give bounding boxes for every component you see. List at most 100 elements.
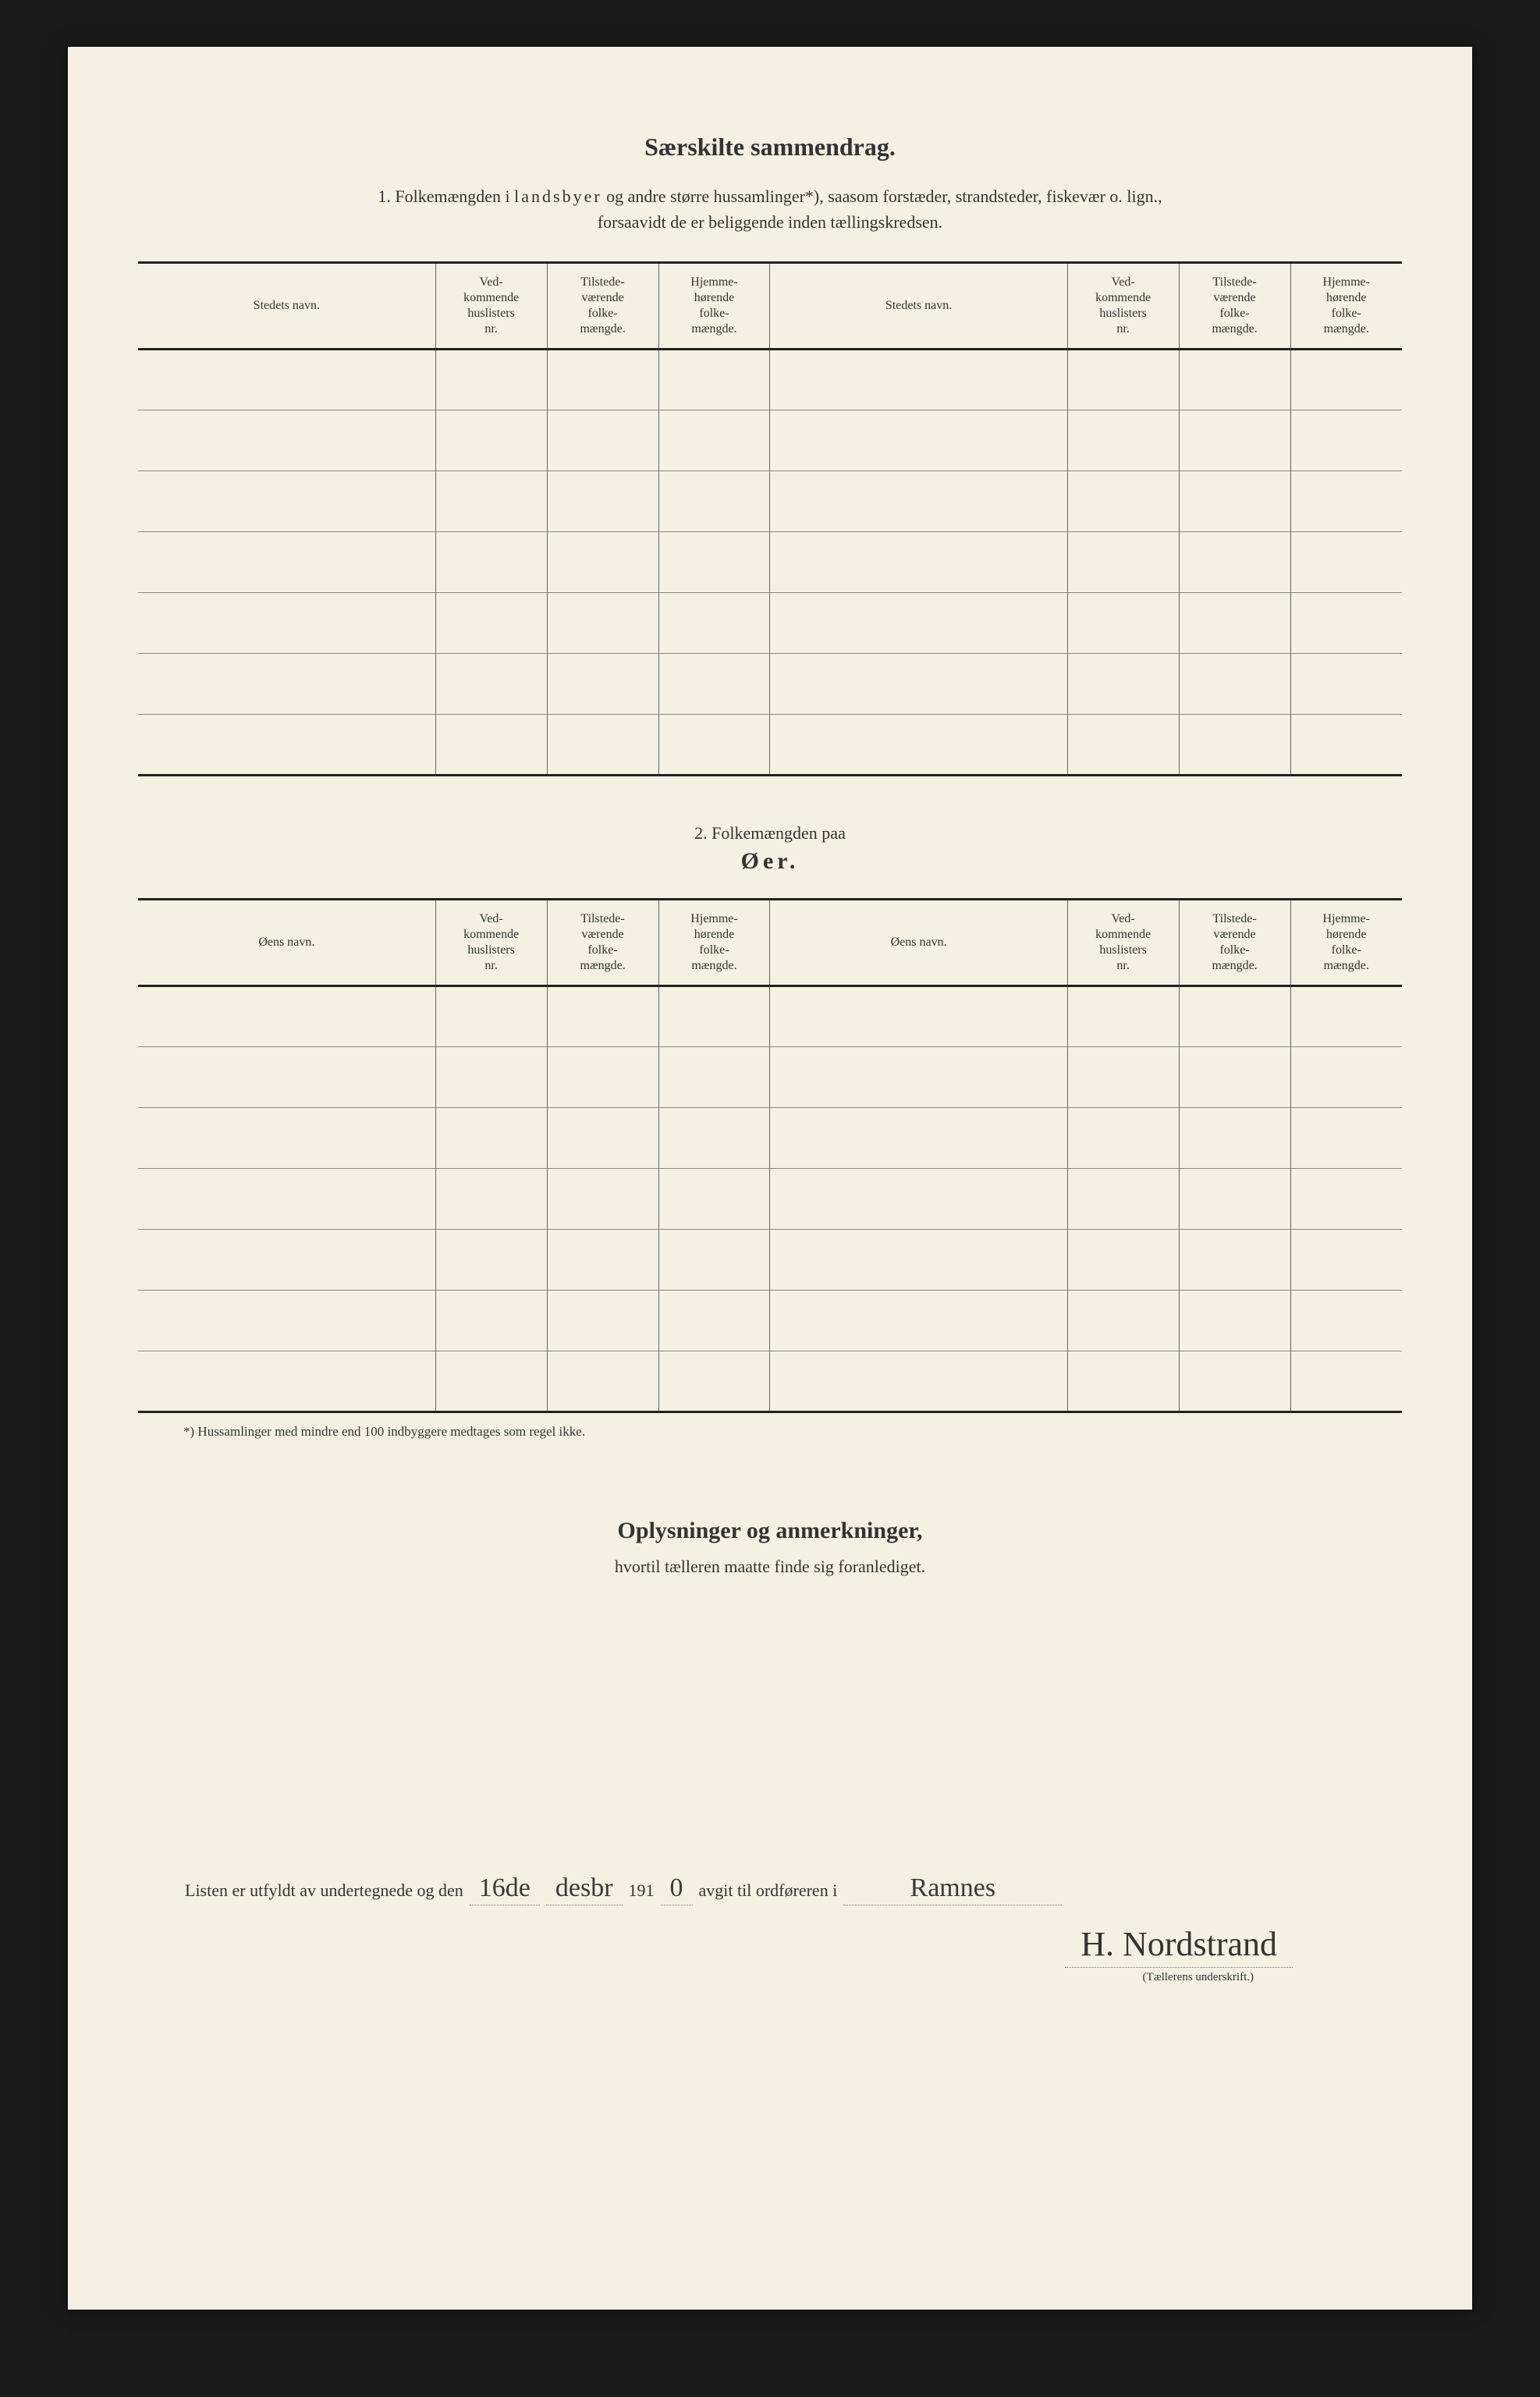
th2-name-right: Øens navn. <box>770 900 1067 986</box>
table-cell <box>1067 1108 1179 1169</box>
table-cell <box>1290 593 1402 654</box>
main-title: Særskilte sammendrag. <box>138 133 1402 162</box>
sig-place: Ramnes <box>843 1873 1062 1905</box>
table-cell <box>1179 350 1290 410</box>
table-cell <box>1067 654 1179 715</box>
section2-label: 2. Folkemængden paa <box>138 823 1402 843</box>
table-cell <box>1179 1108 1290 1169</box>
table-cell <box>1179 715 1290 776</box>
table-cell <box>658 532 770 593</box>
table-cell <box>435 532 547 593</box>
th2-tilstede-left: Tilstede-værendefolke-mængde. <box>547 900 658 986</box>
table-cell <box>658 1291 770 1351</box>
table-cell <box>770 1291 1067 1351</box>
table-cell <box>138 532 435 593</box>
table-cell <box>138 1351 435 1412</box>
signature-line: Listen er utfyldt av undertegnede og den… <box>185 1873 1402 1905</box>
table-cell <box>547 410 658 471</box>
table-cell <box>1179 532 1290 593</box>
table-cell <box>547 471 658 532</box>
table-cell <box>1290 1169 1402 1230</box>
table-cell <box>1179 1351 1290 1412</box>
table-cell <box>547 1291 658 1351</box>
table-cell <box>1290 1351 1402 1412</box>
table-cell <box>1179 410 1290 471</box>
table-cell <box>435 593 547 654</box>
table-row <box>138 410 1402 471</box>
table-cell <box>770 471 1067 532</box>
table-cell <box>138 350 435 410</box>
table-cell <box>1290 715 1402 776</box>
sig-month: desbr <box>546 1873 623 1905</box>
table-cell <box>658 1351 770 1412</box>
table-cell <box>658 471 770 532</box>
signature-caption: (Tællerens underskrift.) <box>138 1971 1293 1984</box>
table-cell <box>138 593 435 654</box>
table-cell <box>1179 1230 1290 1291</box>
intro-prefix: 1. Folkemængden i <box>378 186 514 206</box>
table-row <box>138 1169 1402 1230</box>
table-cell <box>547 654 658 715</box>
table-cell <box>435 986 547 1047</box>
table-cell <box>770 1108 1067 1169</box>
section1-intro: 1. Folkemængden i landsbyer og andre stø… <box>138 183 1402 235</box>
table-row <box>138 986 1402 1047</box>
table-row <box>138 654 1402 715</box>
table-cell <box>138 410 435 471</box>
table-cell <box>138 1230 435 1291</box>
table-cell <box>1067 1291 1179 1351</box>
th-hjemme-left: Hjemme-hørendefolke-mængde. <box>658 263 770 350</box>
table-cell <box>547 532 658 593</box>
th2-tilstede-right: Tilstede-værendefolke-mængde. <box>1179 900 1290 986</box>
table-cell <box>770 1047 1067 1108</box>
table-cell <box>435 1351 547 1412</box>
table-cell <box>1179 593 1290 654</box>
table-cell <box>138 1169 435 1230</box>
table-cell <box>658 1169 770 1230</box>
table-cell <box>770 1230 1067 1291</box>
th2-name-left: Øens navn. <box>138 900 435 986</box>
table-cell <box>138 1291 435 1351</box>
table-cell <box>435 350 547 410</box>
table-cell <box>658 593 770 654</box>
table-cell <box>1290 1291 1402 1351</box>
table-cell <box>658 654 770 715</box>
th2-huslisters-left: Ved-kommendehuslistersnr. <box>435 900 547 986</box>
table-cell <box>770 350 1067 410</box>
table-cell <box>547 715 658 776</box>
table-cell <box>435 1169 547 1230</box>
table-cell <box>1290 1047 1402 1108</box>
table1-body <box>138 350 1402 776</box>
table2-body <box>138 986 1402 1412</box>
table-cell <box>1067 1351 1179 1412</box>
table-cell <box>1179 986 1290 1047</box>
table-cell <box>547 986 658 1047</box>
th-tilstede-right: Tilstede-værendefolke-mængde. <box>1179 263 1290 350</box>
table-cell <box>1179 471 1290 532</box>
intro-spaced: landsbyer <box>514 186 602 206</box>
intro-line2: forsaavidt de er beliggende inden tællin… <box>598 212 942 232</box>
table-cell <box>1290 471 1402 532</box>
table-cell <box>1067 1047 1179 1108</box>
table-cell <box>547 593 658 654</box>
footnote: *) Hussamlinger med mindre end 100 indby… <box>183 1424 1402 1440</box>
table-cell <box>1290 532 1402 593</box>
table-cell <box>1067 410 1179 471</box>
table-cell <box>658 715 770 776</box>
table-cell <box>1067 986 1179 1047</box>
table-cell <box>770 1169 1067 1230</box>
table-cell <box>435 1291 547 1351</box>
table-cell <box>658 1230 770 1291</box>
table-cell <box>138 654 435 715</box>
table-cell <box>770 410 1067 471</box>
table-cell <box>1067 593 1179 654</box>
th-huslisters-left: Ved-kommendehuslistersnr. <box>435 263 547 350</box>
table-cell <box>547 1108 658 1169</box>
table-cell <box>547 1169 658 1230</box>
table-cell <box>138 986 435 1047</box>
table-cell <box>138 1047 435 1108</box>
table-cell <box>1290 410 1402 471</box>
table-cell <box>1290 654 1402 715</box>
sig-prefix: Listen er utfyldt av undertegnede og den <box>185 1880 463 1901</box>
table-cell <box>658 350 770 410</box>
